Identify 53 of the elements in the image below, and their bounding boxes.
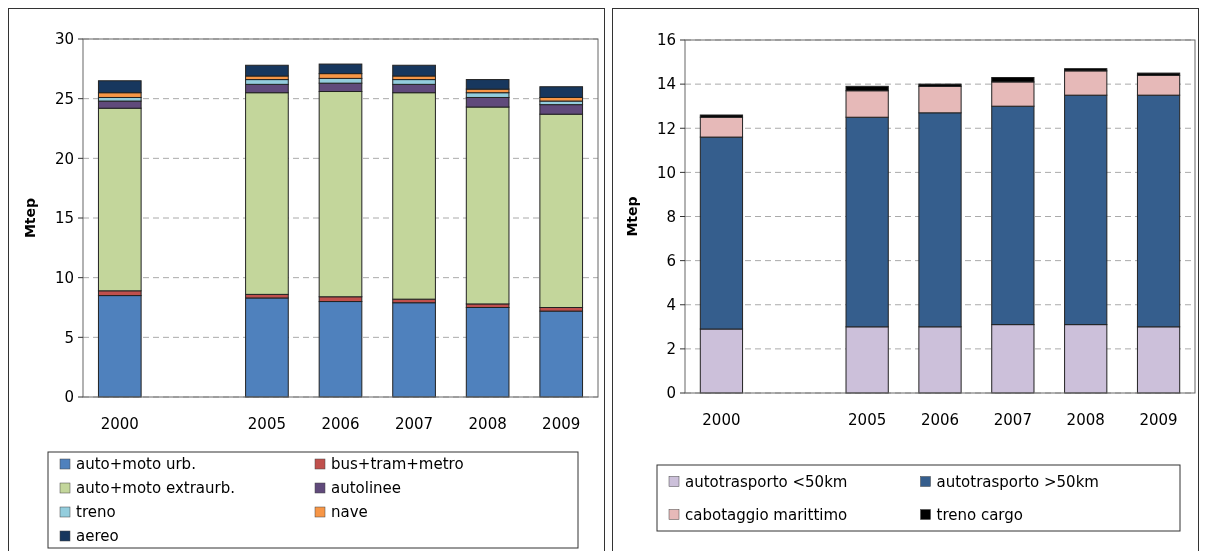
- bar: [318, 63, 363, 75]
- bar: [539, 86, 584, 98]
- y-tick-label: 0: [64, 388, 74, 407]
- x-tick-label: 2008: [468, 415, 507, 433]
- bar: [465, 79, 510, 90]
- legend-label: aereo: [76, 527, 119, 546]
- bar: [392, 302, 436, 398]
- legend-label: nave: [331, 503, 368, 522]
- x-tick-label: 2009: [542, 415, 581, 433]
- bar: [97, 295, 142, 398]
- legend-label: auto+moto urb.: [76, 455, 196, 474]
- x-tick-label: 2005: [247, 415, 287, 433]
- y-axis-title: Mtep: [624, 196, 640, 237]
- y-tick-label: 16: [656, 31, 676, 50]
- bar: [392, 64, 436, 77]
- bar: [245, 64, 289, 77]
- bar: [97, 80, 142, 94]
- y-tick-label: 6: [666, 251, 676, 270]
- x-tick-label: 2007: [993, 411, 1032, 429]
- x-tick-label: 2005: [848, 411, 887, 429]
- y-tick-label: 10: [656, 163, 676, 182]
- y-tick-label: 5: [64, 328, 74, 347]
- bar: [245, 297, 289, 398]
- y-tick-label: 14: [656, 75, 676, 94]
- legend-label: bus+tram+metro: [331, 455, 464, 474]
- legend-label: treno: [76, 503, 116, 522]
- y-tick-label: 4: [666, 296, 676, 314]
- legend-label: autolinee: [331, 479, 402, 498]
- x-tick-label: 2006: [321, 415, 360, 433]
- y-tick-label: 10: [54, 268, 74, 287]
- legend-label: cabotaggio marittimo: [685, 505, 848, 524]
- y-tick-label: 30: [54, 30, 74, 49]
- x-tick-label: 2000: [100, 415, 139, 433]
- y-tick-label: 2: [666, 340, 676, 359]
- x-tick-label: 2007: [394, 415, 434, 433]
- bar: [539, 310, 584, 398]
- y-axis-title: Mtep: [22, 197, 38, 239]
- x-tick-label: 2000: [702, 411, 741, 429]
- x-tick-label: 2009: [1139, 411, 1178, 429]
- x-tick-label: 2008: [1066, 411, 1105, 429]
- y-tick-label: 8: [666, 207, 676, 226]
- legend-label: autotrasporto <50km: [685, 472, 848, 491]
- y-tick-label: 20: [54, 149, 74, 168]
- legend-label: treno cargo: [936, 505, 1023, 524]
- bar: [318, 301, 363, 398]
- legend-label: autotrasporto >50km: [936, 472, 1099, 491]
- x-tick-label: 2006: [920, 411, 960, 429]
- y-tick-label: 12: [656, 119, 676, 138]
- y-tick-label: 25: [54, 89, 74, 108]
- bar: [465, 307, 510, 398]
- y-tick-label: 0: [666, 384, 676, 403]
- y-tick-label: 15: [54, 209, 74, 228]
- legend-label: auto+moto extraurb.: [76, 479, 235, 498]
